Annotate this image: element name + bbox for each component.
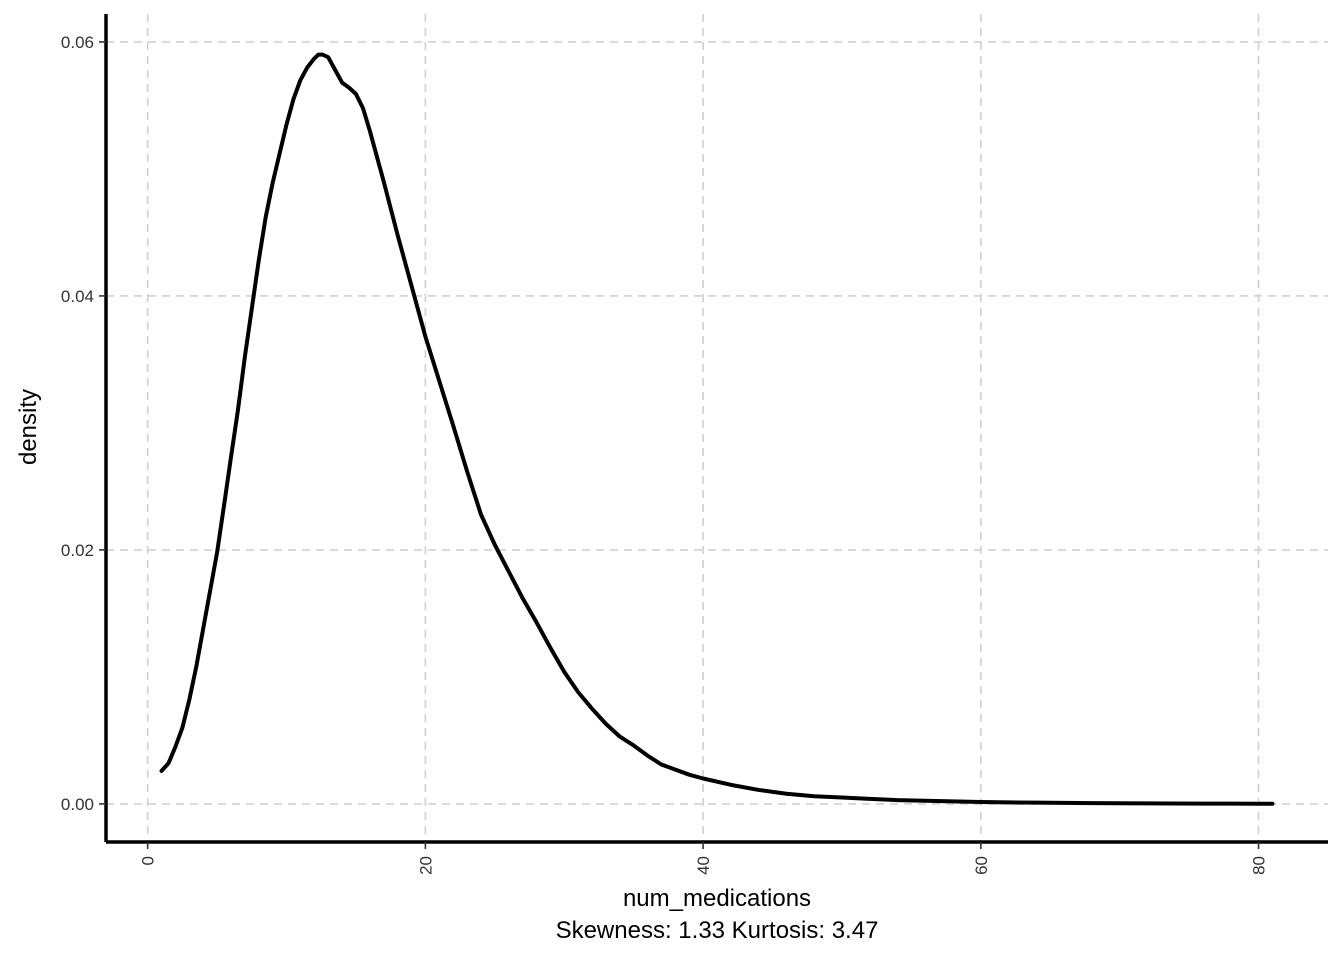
y-tick-label: 0.02 <box>61 541 94 560</box>
tick-labels: 0 20 40 60 80 0.00 0.02 0.04 0.06 <box>61 33 1269 875</box>
series-layer <box>159 52 1275 806</box>
y-tick-label: 0.06 <box>61 33 94 52</box>
x-tick-label: 80 <box>1250 856 1269 875</box>
density-curve <box>159 52 1275 806</box>
axes <box>99 14 1328 849</box>
x-tick-label: 20 <box>416 856 435 875</box>
y-tick-label: 0.04 <box>61 287 94 306</box>
x-tick-label: 60 <box>972 856 991 875</box>
grid-lines <box>106 14 1328 842</box>
y-axis-title: density <box>15 389 42 465</box>
x-tick-label: 0 <box>139 856 158 865</box>
x-tick-label: 40 <box>694 856 713 875</box>
y-tick-label: 0.00 <box>61 795 94 814</box>
x-axis-caption: Skewness: 1.33 Kurtosis: 3.47 <box>556 917 879 944</box>
x-axis-title: num_medications <box>623 885 811 912</box>
